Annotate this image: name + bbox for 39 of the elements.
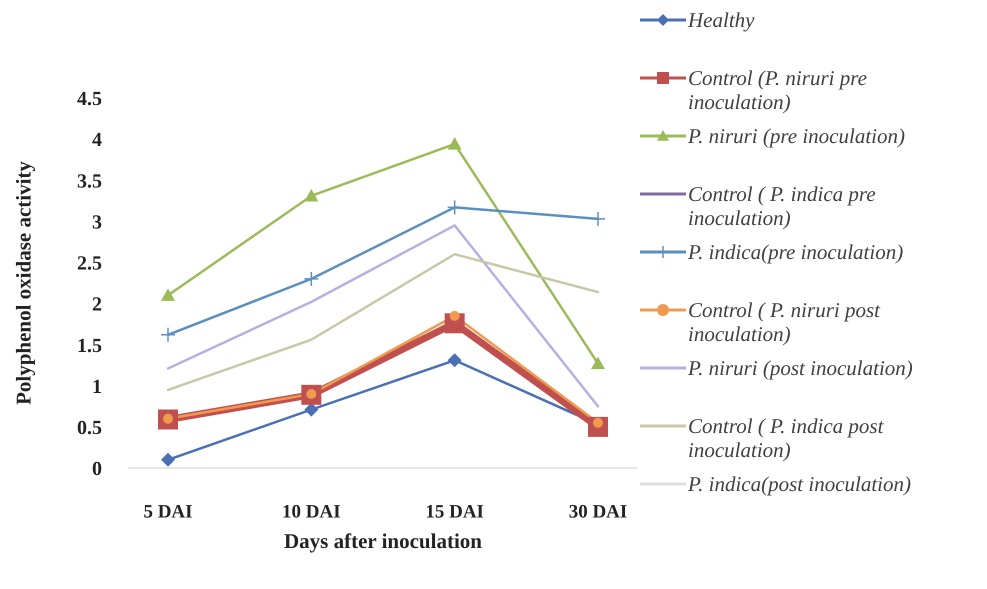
legend-label: Control ( P. niruri post inoculation) [688,298,882,346]
y-tick-label: 4.5 [77,88,102,110]
x-tick-label: 5 DAI [143,501,193,522]
y-tick-label: 1 [92,376,102,398]
y-tick-label: 3 [92,211,102,234]
x-axis-title: Days after inoculation [284,529,482,553]
legend-label: P. niruri (post inoculation) [688,356,913,380]
y-axis-title: Polyphenol oxidase activity [11,160,36,405]
point [450,310,460,321]
point [161,452,175,467]
y-tick-label: 2.5 [77,252,102,275]
x-tick-label: 15 DAI [425,501,484,522]
point [446,200,462,216]
y-tick-label: 4 [92,129,102,152]
y-tick-label: 2 [92,294,102,316]
x-tick-label: 10 DAI [282,501,341,522]
point [161,288,175,301]
legend-label: P. niruri (pre inoculation) [688,124,905,148]
legend-label: Control (P. niruri pre inoculation) [688,66,868,114]
y-tick-label: 0.5 [77,416,102,439]
legend-label: Healthy [688,8,754,32]
point [590,211,606,227]
point [304,402,318,417]
y-tick-label: 1.5 [77,334,102,357]
line-series [166,224,600,408]
x-tick-label: 30 DAI [568,501,628,522]
legend-label: Control ( P. indica post inoculation) [688,414,885,462]
y-tick-label: 0 [92,458,102,480]
point [448,137,462,150]
point [591,356,605,370]
y-tick-label: 3.5 [77,170,102,192]
point [304,188,318,202]
point [304,271,320,287]
point [448,353,462,368]
legend-label: P. indica(post inoculation) [688,472,912,496]
legend-label: P. indica(pre inoculation) [688,240,904,264]
line-series [166,252,600,392]
legend-label: Control ( P. indica pre inoculation) [688,182,877,230]
point [160,327,176,343]
